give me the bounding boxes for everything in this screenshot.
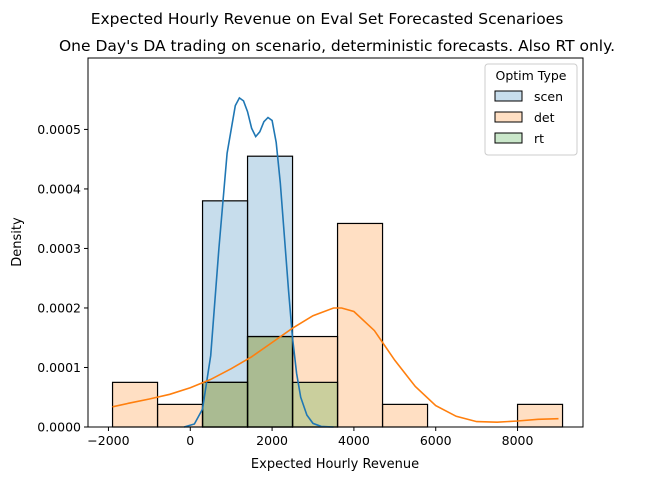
y-tick-label: 0.0003 [37, 241, 81, 256]
kde-line-det [112, 307, 559, 424]
x-tick-label: −2000 [87, 433, 129, 448]
bar-det-9 [516, 403, 564, 428]
bar-det-5 [336, 222, 384, 428]
x-tick-label: 0 [186, 433, 194, 448]
x-tick-label: 4000 [338, 433, 370, 448]
y-tick-label: 0.0002 [37, 300, 81, 315]
x-tick-label: 2000 [256, 433, 288, 448]
y-tick-label: 0.0005 [37, 122, 81, 137]
bar-rt-1 [246, 335, 294, 428]
axis-layer: −2000 0 2000 4000 6000 8000 0.0000 0.0001 0.0002… [37, 122, 533, 448]
legend-label-scen: scen [534, 89, 563, 104]
x-axis-label: Expected Hourly Revenue [251, 457, 419, 472]
legend-title: Optim Type [495, 68, 566, 83]
legend-items: scen det rt [494, 89, 563, 146]
legend-swatch-scen [494, 90, 523, 102]
legend-swatch-det [494, 111, 523, 123]
y-tick-label: 0.0001 [37, 360, 81, 375]
x-tick-label: 8000 [502, 433, 534, 448]
plot-frame [87, 57, 584, 428]
kde-line-scen [183, 96, 334, 428]
chart-title: Expected Hourly Revenue on Eval Set Fore… [91, 10, 564, 28]
y-tick-label: 0.0004 [37, 181, 81, 196]
bar-det-1 [156, 403, 204, 428]
legend-label-rt: rt [534, 131, 544, 146]
x-tick-label: 6000 [420, 433, 452, 448]
legend-box [484, 63, 578, 156]
legend-label-det: det [534, 110, 555, 125]
bar-scen-1 [246, 155, 294, 428]
bar-det-6 [381, 403, 429, 428]
y-axis-label: Density [10, 217, 25, 267]
chart-subtitle: One Day's DA trading on scenario, determ… [59, 37, 615, 55]
y-tick-label: 0.0000 [37, 420, 81, 435]
legend: Optim Type scen det rt [484, 63, 578, 156]
legend-swatch-rt [494, 132, 523, 144]
plot-layer [111, 96, 564, 428]
bar-rt-0 [201, 381, 249, 428]
bar-scen-0 [201, 200, 249, 428]
